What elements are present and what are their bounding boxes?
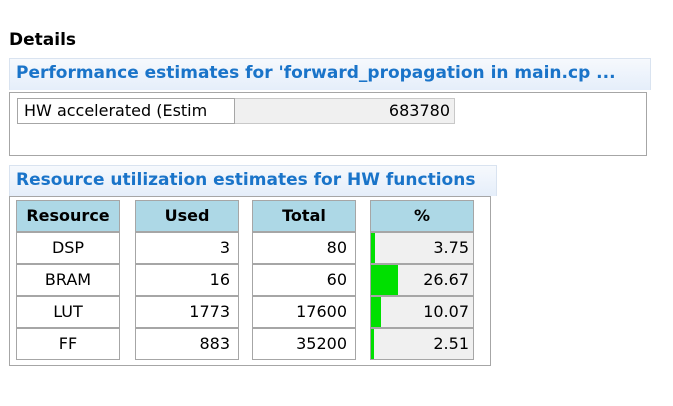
column-header-total[interactable]: Total <box>252 200 356 232</box>
percent-value: 10.07 <box>423 302 469 321</box>
hw-accelerated-value: 683780 <box>235 98 455 124</box>
percent-bar <box>371 329 374 359</box>
used-cell: 1773 <box>135 296 239 328</box>
percent-cell: 26.67 <box>370 264 474 296</box>
used-cell: 16 <box>135 264 239 296</box>
percent-bar <box>371 265 399 295</box>
percent-cell: 10.07 <box>370 296 474 328</box>
details-title: Details <box>9 30 77 50</box>
resource-name-cell: LUT <box>16 296 120 328</box>
performance-panel: HW accelerated (Estim 683780 <box>9 92 647 156</box>
total-cell: 35200 <box>252 328 356 360</box>
resource-name-cell: DSP <box>16 232 120 264</box>
resource-section-header[interactable]: Resource utilization estimates for HW fu… <box>9 165 497 196</box>
percent-value: 3.75 <box>433 238 469 257</box>
total-cell: 17600 <box>252 296 356 328</box>
column-header-used[interactable]: Used <box>135 200 239 232</box>
percent-bar <box>371 297 382 327</box>
hw-accelerated-label: HW accelerated (Estim <box>17 98 235 124</box>
resource-table: Resource Used Total % DSP 3 80 3.75 BRAM 16 60… <box>9 196 491 366</box>
resource-name-cell: FF <box>16 328 120 360</box>
percent-cell: 2.51 <box>370 328 474 360</box>
percent-bar <box>371 233 375 263</box>
total-cell: 80 <box>252 232 356 264</box>
resource-name-cell: BRAM <box>16 264 120 296</box>
column-header-percent[interactable]: % <box>370 200 474 232</box>
performance-section-header[interactable]: Performance estimates for 'forward_propa… <box>9 58 651 90</box>
total-cell: 60 <box>252 264 356 296</box>
used-cell: 883 <box>135 328 239 360</box>
percent-value: 2.51 <box>433 334 469 353</box>
percent-value: 26.67 <box>423 270 469 289</box>
column-header-resource[interactable]: Resource <box>16 200 120 232</box>
percent-cell: 3.75 <box>370 232 474 264</box>
performance-row: HW accelerated (Estim 683780 <box>17 98 455 124</box>
used-cell: 3 <box>135 232 239 264</box>
